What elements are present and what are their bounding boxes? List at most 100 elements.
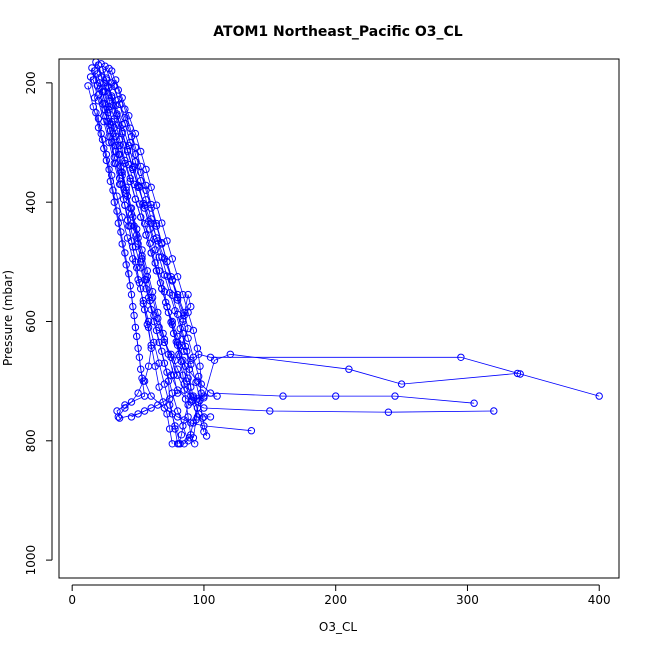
data-point [156, 279, 165, 287]
series-5 [101, 62, 478, 407]
data-point [189, 353, 198, 361]
data-point [167, 318, 175, 326]
data-point [147, 404, 155, 412]
data-point [247, 427, 256, 435]
data-point [92, 109, 100, 117]
data-point [93, 70, 101, 78]
data-point [101, 100, 109, 108]
data-point [126, 138, 134, 147]
data-point [196, 396, 204, 404]
data-point [121, 401, 129, 409]
series-16 [84, 82, 155, 422]
data-point [109, 186, 117, 194]
data-point [84, 82, 92, 90]
data-point [169, 371, 178, 379]
series-line [94, 70, 518, 399]
data-point [213, 392, 221, 400]
data-point [134, 276, 142, 284]
data-point [159, 398, 167, 406]
data-point [105, 132, 113, 141]
data-point [133, 225, 141, 233]
data-point [115, 414, 124, 422]
data-point [179, 422, 187, 430]
data-point [134, 181, 142, 190]
data-point [121, 249, 129, 257]
data-point [151, 259, 159, 267]
data-point [135, 353, 144, 361]
data-point [188, 397, 196, 405]
data-point [516, 370, 524, 378]
data-point [226, 350, 235, 358]
data-point [397, 380, 406, 388]
data-point [158, 239, 166, 247]
data-point [144, 217, 153, 226]
data-point [177, 357, 186, 366]
data-point [140, 204, 149, 212]
x-tick-label: 300 [456, 593, 479, 607]
data-point [173, 389, 182, 397]
y-tick-label: 200 [24, 71, 38, 94]
data-point [113, 207, 121, 215]
data-point [168, 277, 177, 285]
data-point [102, 150, 111, 159]
data-point [148, 288, 157, 296]
data-point [163, 302, 171, 311]
data-point [179, 290, 187, 299]
data-point [206, 413, 215, 421]
data-point [125, 270, 133, 278]
data-point [89, 103, 98, 111]
data-point [187, 302, 195, 311]
data-point [138, 374, 146, 382]
series-20 [92, 109, 184, 448]
data-point [155, 359, 163, 367]
data-point [152, 219, 161, 228]
data-point [139, 199, 148, 208]
data-point [105, 138, 113, 147]
data-point [158, 219, 166, 227]
series-line [111, 70, 202, 445]
data-point [158, 253, 166, 261]
y-tick-label: 400 [24, 191, 38, 214]
data-point [94, 91, 103, 99]
series-19 [104, 82, 215, 421]
y-axis: 200 400 600 800 1000 [24, 71, 53, 575]
data-point [147, 200, 155, 209]
data-point [210, 356, 219, 364]
data-point [89, 76, 98, 84]
data-point [595, 392, 603, 400]
data-point [118, 128, 126, 136]
data-point [173, 407, 182, 415]
data-point [142, 181, 150, 190]
data-point [130, 180, 138, 189]
data-point [125, 160, 133, 169]
data-point [142, 165, 150, 174]
data-point [115, 141, 124, 150]
data-point [115, 174, 124, 183]
data-point [97, 129, 105, 138]
data-point [168, 291, 177, 299]
data-point [164, 350, 173, 358]
data-point [109, 101, 117, 110]
data-point [140, 219, 149, 228]
data-point [184, 401, 192, 409]
series-line [98, 64, 600, 397]
data-point [110, 153, 119, 162]
data-point [118, 94, 126, 102]
data-point [173, 273, 182, 281]
data-point [133, 332, 141, 341]
series-line [108, 68, 192, 444]
data-point [146, 239, 154, 248]
data-point [195, 372, 203, 381]
data-point [198, 414, 207, 422]
data-point [119, 141, 128, 149]
data-point [113, 192, 121, 200]
data-point [266, 407, 274, 415]
data-point [490, 407, 498, 415]
data-point [113, 407, 121, 415]
data-point [119, 195, 128, 203]
y-axis-label: Pressure (mbar) [1, 270, 15, 366]
data-point [470, 399, 478, 407]
data-point [150, 317, 158, 326]
data-point [127, 398, 136, 406]
data-point [125, 112, 133, 120]
